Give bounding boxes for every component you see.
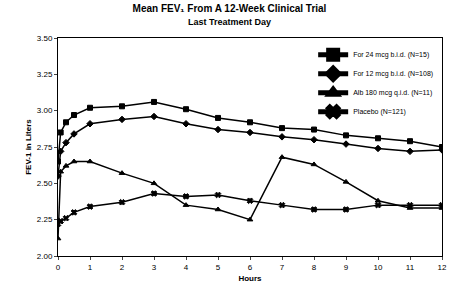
svg-text:Placebo (N=121): Placebo (N=121) [353,108,406,116]
svg-text:0: 0 [56,263,61,272]
svg-text:7: 7 [280,263,285,272]
svg-text:2.75: 2.75 [37,143,53,152]
svg-text:Alb 180 mcg q.i.d. (N=11): Alb 180 mcg q.i.d. (N=11) [353,89,432,97]
svg-text:9: 9 [344,263,349,272]
svg-text:For 24 mcg b.i.d. (N=15): For 24 mcg b.i.d. (N=15) [353,51,429,59]
svg-text:3.25: 3.25 [37,70,53,79]
svg-text:2.00: 2.00 [37,252,53,261]
svg-text:2: 2 [120,263,125,272]
svg-text:FEV-1 in Liters: FEV-1 in Liters [24,119,33,175]
svg-text:8: 8 [312,263,317,272]
svg-text:10: 10 [374,263,383,272]
svg-text:12: 12 [438,263,447,272]
svg-text:5: 5 [216,263,221,272]
svg-text:4: 4 [184,263,189,272]
svg-text:3.50: 3.50 [37,34,53,43]
svg-text:6: 6 [248,263,253,272]
svg-text:11: 11 [406,263,415,272]
svg-text:For 12 mcg b.i.d. (N=108): For 12 mcg b.i.d. (N=108) [353,70,433,78]
svg-text:3.00: 3.00 [37,106,53,115]
svg-text:3: 3 [152,263,157,272]
svg-text:Mean FEV₁ From A 12-Week Clini: Mean FEV₁ From A 12-Week Clinical TrialL… [133,3,327,27]
svg-text:Hours: Hours [238,274,262,283]
svg-text:2.50: 2.50 [37,179,53,188]
svg-text:2.25: 2.25 [37,215,53,224]
svg-text:1: 1 [88,263,93,272]
